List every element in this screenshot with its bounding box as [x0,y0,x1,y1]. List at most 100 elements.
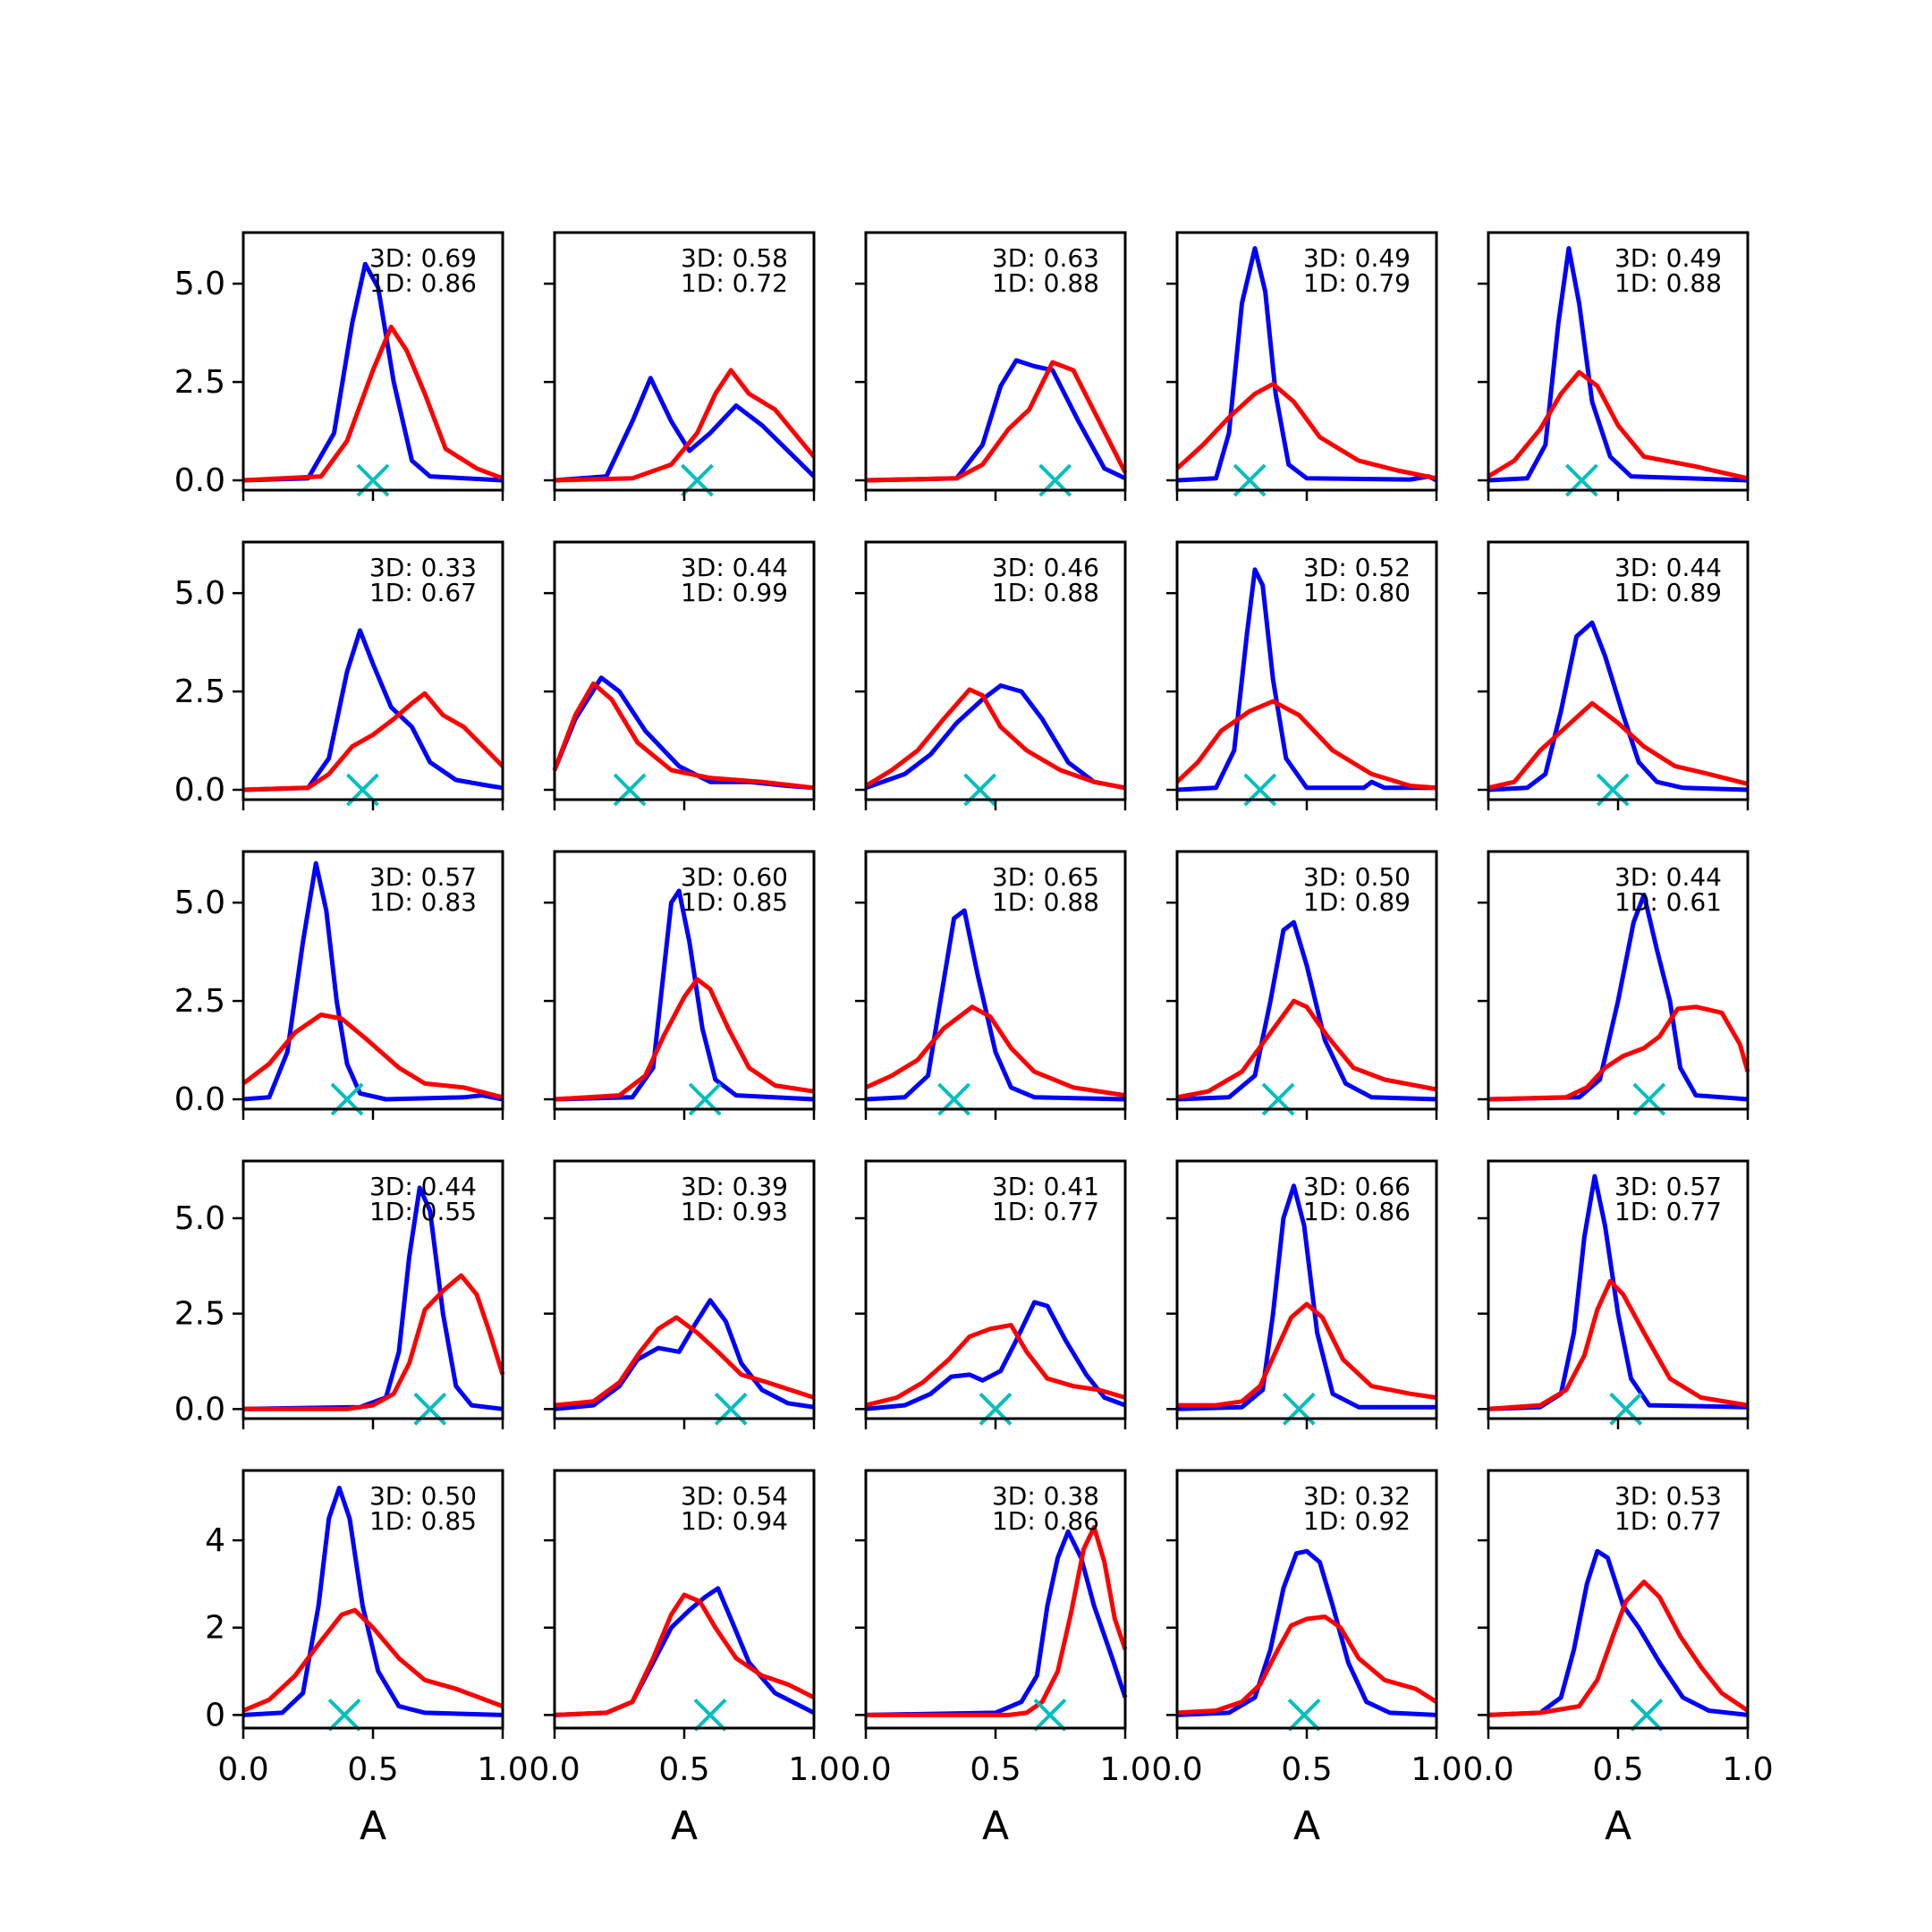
annotation-1d: 1D: 0.55 [369,1197,477,1226]
y-tick-label: 0.0 [174,1081,225,1118]
annotation-3d: 3D: 0.52 [1303,553,1411,582]
annotation-3d: 3D: 0.69 [369,243,477,273]
y-tick-label: 5.0 [174,885,225,921]
annotation-1d: 1D: 0.92 [1303,1506,1411,1536]
series-1d-curve [864,1004,1126,1098]
y-tick-label: 2.5 [174,364,225,401]
annotation-1d: 1D: 0.93 [681,1197,788,1226]
y-tick-label: 5.0 [174,1200,225,1237]
y-tick-label: 0.0 [174,1391,225,1428]
y-tick-label: 4 [205,1522,225,1559]
marker-x [1033,1698,1067,1732]
x-tick-label: 0.0 [840,1751,891,1788]
annotation-1d: 1D: 0.83 [369,887,477,917]
series-1d-curve [1487,1004,1750,1102]
annotation-1d: 1D: 0.85 [369,1506,477,1536]
series-3d-curve [865,358,1127,483]
series-3d-curve [865,683,1126,791]
series-3d-curve [1176,1548,1437,1717]
series-1d-curve [554,1592,816,1717]
y-tick-label: 2.5 [174,983,225,1020]
annotation-3d: 3D: 0.44 [681,553,788,582]
marker-x [1287,1698,1321,1732]
x-tick-label: 0.0 [217,1751,268,1788]
series-1d-curve [1487,700,1749,791]
marker-x [327,1698,361,1732]
annotation-1d: 1D: 0.77 [992,1197,1099,1226]
annotation-1d: 1D: 0.72 [681,268,788,298]
series-3d-curve [865,1300,1126,1411]
annotation-3d: 3D: 0.49 [1303,243,1411,273]
annotation-3d: 3D: 0.44 [369,1172,477,1201]
series-3d-curve [242,261,504,483]
annotation-1d: 1D: 0.89 [1303,887,1411,917]
series-3d-curve [554,1298,815,1411]
series-3d-curve [865,908,1126,1102]
annotation-1d: 1D: 0.88 [992,887,1099,917]
annotation-1d: 1D: 0.85 [681,887,788,917]
x-axis-label: A [360,1803,386,1849]
annotation-3d: 3D: 0.65 [992,862,1099,892]
series-1d-curve [865,360,1128,483]
annotation-3d: 3D: 0.33 [369,553,477,582]
x-tick-label: 1.0 [477,1751,528,1788]
y-tick-label: 0.0 [174,772,225,809]
annotation-1d: 1D: 0.88 [992,578,1099,607]
annotation-1d: 1D: 0.79 [1303,268,1411,298]
series-3d-curve [865,1529,1128,1717]
x-axis-label: A [671,1803,698,1849]
series-1d-curve [242,691,504,792]
series-1d-curve [242,1607,504,1713]
annotation-3d: 3D: 0.39 [681,1172,788,1201]
annotation-1d: 1D: 0.86 [1303,1197,1411,1226]
series-3d-curve [1176,1183,1436,1411]
annotation-3d: 3D: 0.53 [1614,1481,1722,1511]
annotation-1d: 1D: 0.88 [1614,268,1722,298]
series-1d-curve [554,1315,815,1408]
series-1d-curve [1487,1278,1749,1411]
x-tick-label: 0.5 [970,1751,1021,1788]
y-tick-label: 5.0 [174,266,225,302]
annotation-1d: 1D: 0.99 [681,578,788,607]
marker-x [1630,1698,1664,1732]
x-tick-label: 0.5 [658,1751,709,1788]
annotation-3d: 3D: 0.50 [1303,862,1411,892]
x-tick-label: 1.0 [1411,1751,1462,1788]
x-tick-label: 0.0 [1151,1751,1202,1788]
series-3d-curve [1487,246,1749,483]
annotation-3d: 3D: 0.32 [1303,1481,1411,1511]
x-axis-label: A [1605,1803,1631,1849]
series-3d-curve [242,1486,504,1717]
annotation-3d: 3D: 0.63 [992,243,1099,273]
series-1d-curve [242,325,504,483]
annotation-3d: 3D: 0.54 [681,1481,788,1511]
series-3d-curve [1176,919,1437,1102]
x-tick-label: 0.0 [1462,1751,1513,1788]
x-tick-label: 0.5 [347,1751,398,1788]
series-1d-curve [1176,1614,1438,1716]
annotation-1d: 1D: 0.86 [369,268,477,298]
series-3d-curve [554,1586,816,1717]
x-axis-label: A [1293,1803,1320,1849]
series-1d-curve [1176,998,1437,1100]
annotation-3d: 3D: 0.38 [992,1481,1099,1511]
series-1d-curve [554,368,816,483]
annotation-3d: 3D: 0.49 [1614,243,1722,273]
series-3d-curve [242,860,504,1102]
x-tick-label: 1.0 [1099,1751,1150,1788]
y-tick-label: 2.5 [174,1296,225,1333]
series-3d-curve [1176,567,1436,792]
annotation-1d: 1D: 0.86 [992,1506,1099,1536]
series-1d-curve [243,1273,505,1411]
annotation-1d: 1D: 0.77 [1614,1197,1722,1226]
annotation-3d: 3D: 0.57 [1614,1172,1722,1201]
x-tick-label: 0.5 [1592,1751,1643,1788]
annotation-3d: 3D: 0.44 [1614,553,1722,582]
annotation-3d: 3D: 0.58 [681,243,788,273]
series-1d-curve [552,681,815,791]
annotation-3d: 3D: 0.44 [1614,862,1722,892]
series-3d-curve [1487,892,1749,1102]
annotation-3d: 3D: 0.60 [681,862,788,892]
